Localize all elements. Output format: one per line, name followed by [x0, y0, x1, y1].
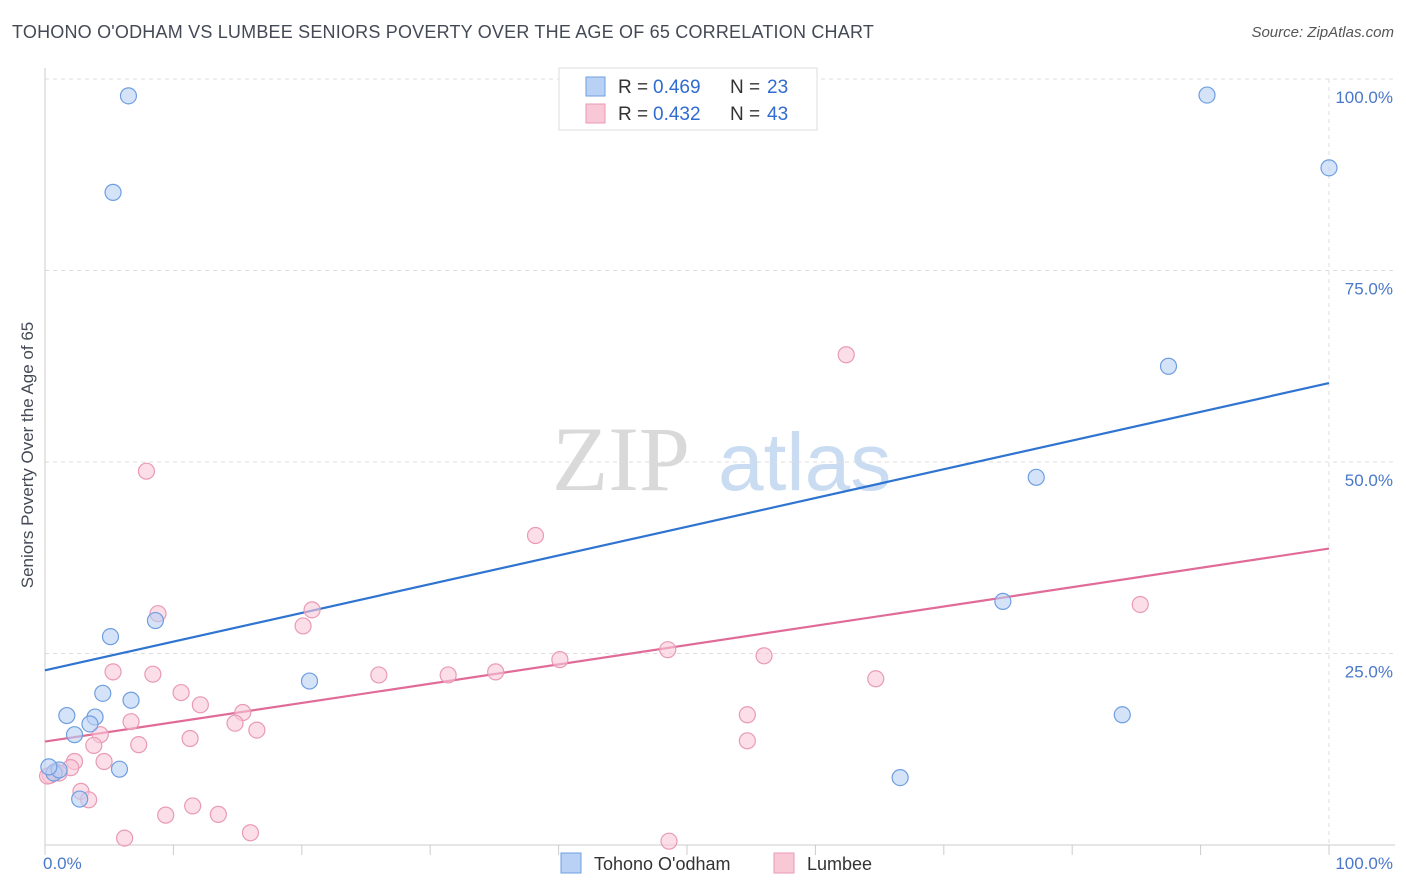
point-pink [157, 806, 175, 824]
point-pink [303, 601, 321, 619]
legend-swatch-pink [585, 103, 606, 124]
point-pink [191, 696, 209, 714]
legend-n-label: N = [730, 77, 760, 98]
legend-r-label: R = [618, 77, 648, 98]
point-blue [104, 183, 122, 201]
trend-line-blue [44, 382, 1330, 672]
point-blue [101, 628, 120, 646]
legend-n-value: 23 [767, 77, 788, 98]
point-pink [526, 526, 545, 545]
point-blue [122, 691, 140, 709]
point-blue [40, 758, 58, 776]
data-points [38, 86, 1338, 850]
legend-box: R = 0.469 N = 23 R = 0.432 N = 43 [558, 67, 818, 131]
y-tick-label: 100.0% [1335, 88, 1393, 107]
point-blue [94, 684, 112, 702]
bottom-legend-label: Tohono O'odham [594, 854, 731, 874]
axes [44, 68, 1395, 855]
point-blue [994, 592, 1012, 611]
point-pink [660, 832, 678, 850]
point-pink [867, 670, 885, 688]
point-blue [65, 726, 84, 744]
point-pink [241, 824, 260, 842]
point-blue [1198, 86, 1216, 104]
bottom-legend-swatch-blue [560, 852, 582, 874]
point-pink [181, 729, 199, 748]
trend-line-pink [44, 547, 1330, 743]
point-pink [755, 647, 773, 665]
point-pink [95, 752, 113, 771]
point-pink [209, 805, 227, 823]
point-blue [110, 760, 129, 778]
point-pink [551, 651, 569, 669]
point-pink [144, 665, 162, 683]
point-pink [370, 666, 388, 684]
point-pink [837, 346, 855, 364]
point-pink [184, 797, 202, 815]
point-blue [119, 87, 138, 105]
point-blue [58, 706, 76, 725]
x-tick-label-max: 100.0% [1335, 854, 1393, 873]
point-pink [137, 462, 156, 480]
point-blue [1159, 357, 1178, 375]
point-pink [226, 714, 244, 732]
y-tick-label: 50.0% [1345, 471, 1393, 490]
watermark-zip: ZIP [552, 408, 690, 510]
point-pink [130, 736, 148, 754]
point-pink [85, 736, 103, 755]
point-pink [122, 713, 140, 731]
bottom-legend-label: Lumbee [807, 854, 872, 874]
trend-lines [44, 382, 1330, 743]
point-pink [294, 617, 312, 635]
legend-swatch-blue [585, 76, 606, 97]
x-tick-label-min: 0.0% [43, 854, 82, 873]
tick-labels: 25.0% 50.0% 75.0% 100.0% 0.0% 100.0% [43, 88, 1393, 873]
grid-lines [45, 78, 1395, 845]
point-pink [116, 829, 134, 847]
point-blue [891, 768, 909, 787]
legend-n-value: 43 [767, 104, 788, 125]
point-blue [81, 715, 99, 733]
y-tick-label: 25.0% [1345, 663, 1393, 682]
point-pink [172, 683, 190, 702]
point-pink [248, 721, 266, 739]
y-axis-label: Seniors Poverty Over the Age of 65 [18, 322, 37, 588]
point-blue [1113, 706, 1131, 724]
y-tick-label: 75.0% [1345, 280, 1393, 299]
point-blue [1027, 468, 1045, 486]
watermark: ZIP atlas [552, 408, 891, 510]
point-blue [300, 672, 319, 690]
legend-r-label: R = [618, 104, 648, 125]
point-blue [1320, 159, 1338, 177]
source-label: Source: ZipAtlas.com [1251, 24, 1394, 41]
point-pink [104, 663, 122, 681]
point-blue [71, 790, 89, 808]
legend-r-value: 0.432 [653, 104, 701, 125]
point-pink [659, 641, 677, 659]
point-pink [738, 732, 756, 750]
point-pink [439, 666, 457, 684]
point-pink [1131, 595, 1149, 614]
legend-r-value: 0.469 [653, 77, 701, 98]
chart-title: TOHONO O'ODHAM VS LUMBEE SENIORS POVERTY… [12, 22, 875, 42]
point-pink [487, 663, 505, 681]
bottom-legend: Tohono O'odham Lumbee [560, 852, 872, 874]
point-blue [146, 611, 165, 630]
legend-n-label: N = [730, 104, 760, 125]
bottom-legend-swatch-pink [773, 852, 795, 874]
point-pink [738, 706, 756, 724]
